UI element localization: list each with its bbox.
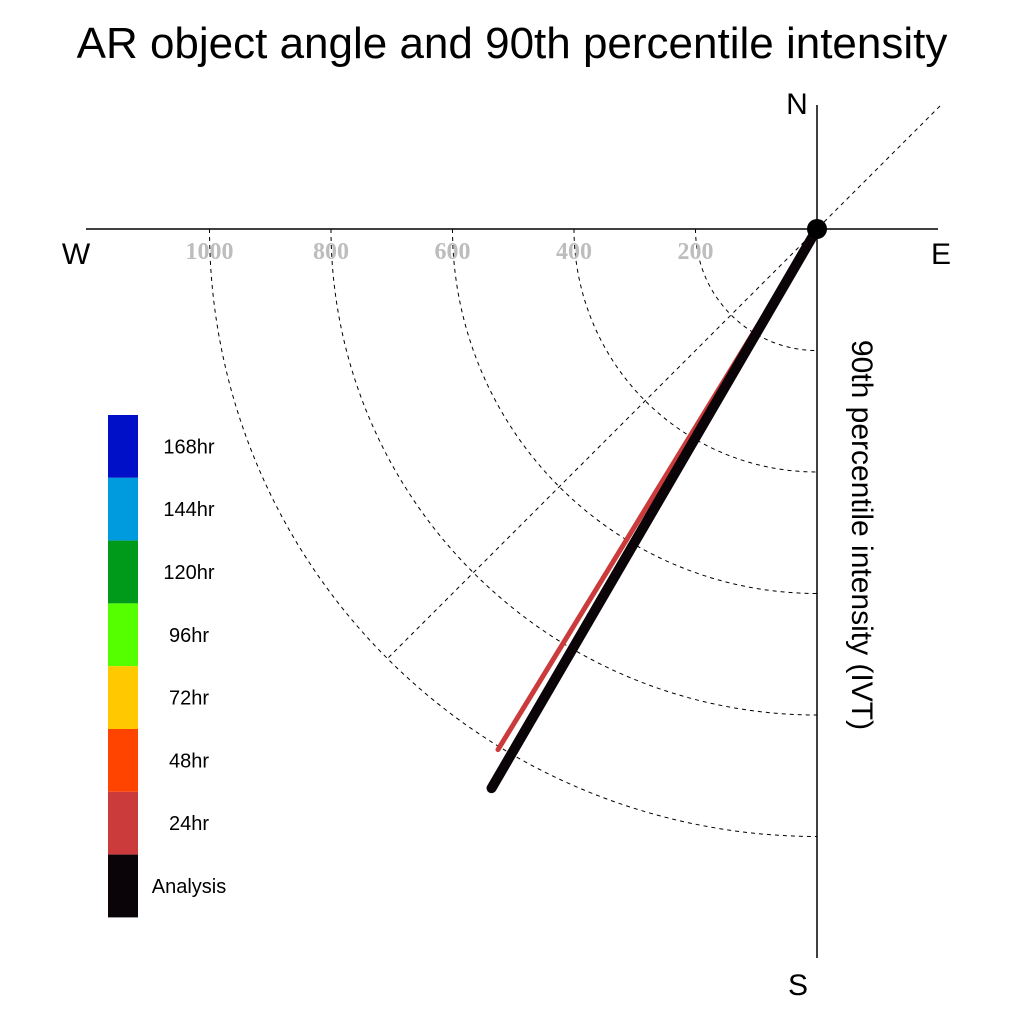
origin-marker bbox=[807, 219, 827, 239]
legend-label-24hr: 24hr bbox=[169, 813, 209, 835]
legend-swatch-96hr bbox=[108, 603, 138, 667]
series-lines bbox=[486, 224, 822, 794]
compass-axes bbox=[86, 105, 938, 958]
chart-title: AR object angle and 90th percentile inte… bbox=[77, 19, 948, 68]
tick-label-200: 200 bbox=[678, 239, 714, 265]
legend-label-168hr: 168hr bbox=[163, 436, 214, 458]
legend-label-144hr: 144hr bbox=[163, 499, 214, 521]
range-ring-800 bbox=[330, 228, 818, 716]
tick-label-1000: 1000 bbox=[186, 239, 234, 265]
legend: 168hr 144hr 120hr 96hr 72hr 48hr 24hr Analysis bbox=[108, 415, 226, 918]
tick-label-600: 600 bbox=[435, 239, 471, 265]
legend-swatch-48hr bbox=[108, 729, 138, 792]
legend-label-120hr: 120hr bbox=[163, 562, 214, 584]
legend-label-72hr: 72hr bbox=[169, 688, 209, 710]
legend-label-analysis: Analysis bbox=[152, 876, 226, 898]
polar-grid bbox=[209, 105, 941, 837]
range-ring-200 bbox=[695, 228, 818, 351]
legend-swatch-analysis bbox=[108, 854, 138, 918]
tick-label-800: 800 bbox=[313, 239, 349, 265]
diagonal-guide-line bbox=[387, 105, 941, 659]
legend-label-48hr: 48hr bbox=[169, 750, 209, 772]
legend-swatch-72hr bbox=[108, 666, 138, 729]
legend-label-96hr: 96hr bbox=[169, 625, 209, 647]
radial-tick-labels: 200 400 600 800 1000 bbox=[186, 239, 714, 265]
range-ring-1000 bbox=[209, 228, 818, 837]
compass-south: S bbox=[788, 969, 808, 1002]
y-axis-label: 90th percentile intensity (IVT) bbox=[845, 340, 878, 730]
compass-north: N bbox=[786, 88, 808, 121]
compass-east: E bbox=[931, 238, 951, 271]
tick-label-400: 400 bbox=[556, 239, 592, 265]
legend-swatch-24hr bbox=[108, 791, 138, 855]
legend-swatch-168hr bbox=[108, 415, 138, 478]
legend-swatch-120hr bbox=[108, 540, 138, 604]
series-line-analysis bbox=[486, 224, 822, 794]
legend-swatch-144hr bbox=[108, 477, 138, 541]
compass-west: W bbox=[62, 238, 91, 271]
